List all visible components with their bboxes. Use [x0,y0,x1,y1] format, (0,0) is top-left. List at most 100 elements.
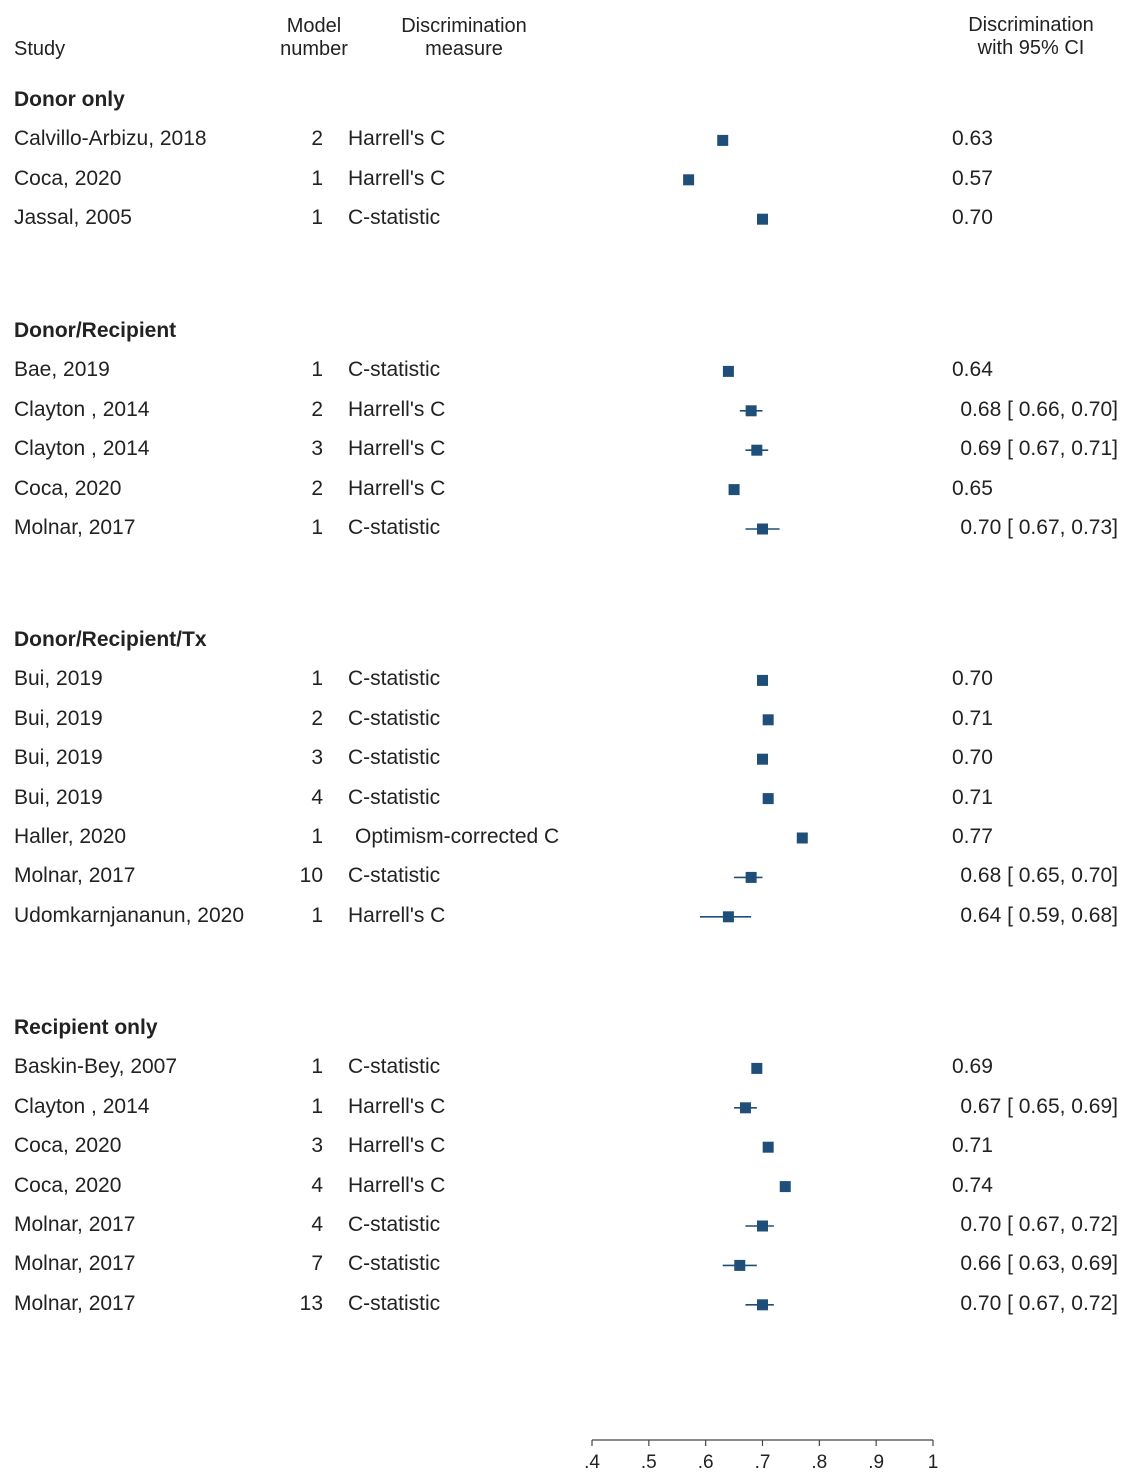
model-number: 7 [311,1252,323,1276]
ci-label: 0.64 [952,358,993,382]
header-discrimination-ci: Discrimination with 95% CI [950,14,1112,60]
model-number: 2 [311,127,323,151]
study-name: Clayton , 2014 [14,397,150,421]
study-name: Baskin-Bey, 2007 [14,1055,178,1079]
study-name: Coca, 2020 [14,1134,122,1158]
model-number: 4 [311,785,323,809]
measure-name: C-statistic [348,1213,441,1236]
ci-label: 0.71 [952,785,993,809]
ci-label: 0.66 [ 0.63, 0.69] [960,1252,1118,1276]
point-estimate-marker [762,793,774,805]
ci-label: 0.70 [952,746,993,770]
point-estimate-marker [779,1181,791,1193]
model-number: 4 [311,1173,323,1197]
study-name: Molnar, 2017 [14,864,136,888]
group-heading: Donor only [14,88,125,111]
point-estimate-marker [762,1141,774,1153]
ci-label: 0.64 [ 0.59, 0.68] [960,903,1118,927]
point-estimate-marker [796,832,808,844]
ci-label: 0.69 [ 0.67, 0.71] [960,437,1118,461]
model-number: 1 [311,1094,323,1118]
study-name: Coca, 2020 [14,166,122,190]
study-name: Clayton , 2014 [14,437,150,461]
model-number: 10 [299,864,323,888]
group-heading: Donor/Recipient [14,319,177,342]
measure-name: C-statistic [348,864,441,888]
x-axis-tick-label: .8 [811,1452,827,1473]
model-number: 1 [311,667,323,691]
x-axis-tick-label: .6 [698,1452,714,1473]
ci-label: 0.70 [952,667,993,691]
model-number: 1 [311,1055,323,1079]
measure-name: Harrell's C [348,127,446,151]
model-number: 3 [311,1134,323,1158]
x-axis-tick-label: 1 [928,1452,939,1473]
study-name: Bui, 2019 [14,706,103,730]
measure-name: C-statistic [348,746,441,770]
x-axis-tick-label: .7 [755,1452,771,1473]
model-number: 1 [311,516,323,539]
model-number: 1 [311,206,323,230]
study-name: Bae, 2019 [14,358,110,382]
measure-name: C-statistic [348,667,441,691]
group-heading: Donor/Recipient/Tx [14,628,207,651]
point-estimate-marker [751,1062,763,1074]
study-name: Coca, 2020 [14,1173,122,1197]
ci-label: 0.74 [952,1173,993,1197]
measure-name: C-statistic [348,1291,441,1315]
model-number: 2 [311,397,323,421]
point-estimate-marker [751,444,763,456]
header-model-line1: Model [286,15,342,37]
point-estimate-marker [728,484,740,496]
ci-label: 0.70 [ 0.67, 0.73] [960,516,1118,539]
study-name: Bui, 2019 [14,746,103,770]
ci-label: 0.68 [ 0.65, 0.70] [960,864,1118,888]
point-estimate-marker [757,213,768,225]
point-estimate-marker [745,405,757,417]
study-name: Udomkarnjananun, 2020 [14,903,244,927]
measure-name: C-statistic [348,358,441,382]
measure-name: C-statistic [348,785,441,809]
header-measure-line2: measure [425,38,503,60]
ci-label: 0.67 [ 0.65, 0.69] [960,1094,1118,1118]
point-estimate-marker [734,1259,746,1271]
study-name: Bui, 2019 [14,667,103,691]
point-estimate-marker [762,714,774,726]
ci-label: 0.57 [952,166,993,190]
x-axis-tick-label: .4 [584,1452,600,1473]
study-name: Clayton , 2014 [14,1094,150,1118]
model-number: 3 [311,746,323,770]
point-estimate-marker [757,674,768,686]
measure-name: Harrell's C [348,1094,446,1118]
ci-label: 0.70 [ 0.67, 0.72] [960,1291,1118,1315]
study-name: Molnar, 2017 [14,516,136,539]
point-estimate-marker [683,174,695,186]
point-estimate-marker [717,134,729,146]
study-name: Molnar, 2017 [14,1291,136,1315]
study-name: Molnar, 2017 [14,1252,136,1276]
group-heading: Recipient only [14,1016,158,1039]
point-estimate-marker [722,911,734,923]
model-number: 3 [311,437,323,461]
measure-name: C-statistic [348,706,441,730]
ci-label: 0.70 [ 0.67, 0.72] [960,1213,1118,1236]
header-measure-line1: Discrimination [401,15,527,37]
header-model-line2: number [280,38,348,60]
ci-label: 0.70 [952,206,993,230]
measure-name: Harrell's C [348,903,446,927]
x-axis-tick-label: .5 [641,1452,657,1473]
x-axis-tick-label: .9 [868,1452,884,1473]
point-estimate-marker [757,523,768,535]
header-study: Study [14,38,66,60]
ci-label: 0.69 [952,1055,993,1079]
ci-label: 0.71 [952,1134,993,1158]
model-number: 1 [311,903,323,927]
ci-label: 0.71 [952,706,993,730]
model-number: 1 [311,358,323,382]
study-name: Calvillo-Arbizu, 2018 [14,127,207,151]
point-estimate-marker [739,1102,751,1114]
measure-name: Harrell's C [348,1173,446,1197]
header-discrimination-measure: Discrimination measure [384,15,544,61]
study-name: Molnar, 2017 [14,1213,136,1236]
